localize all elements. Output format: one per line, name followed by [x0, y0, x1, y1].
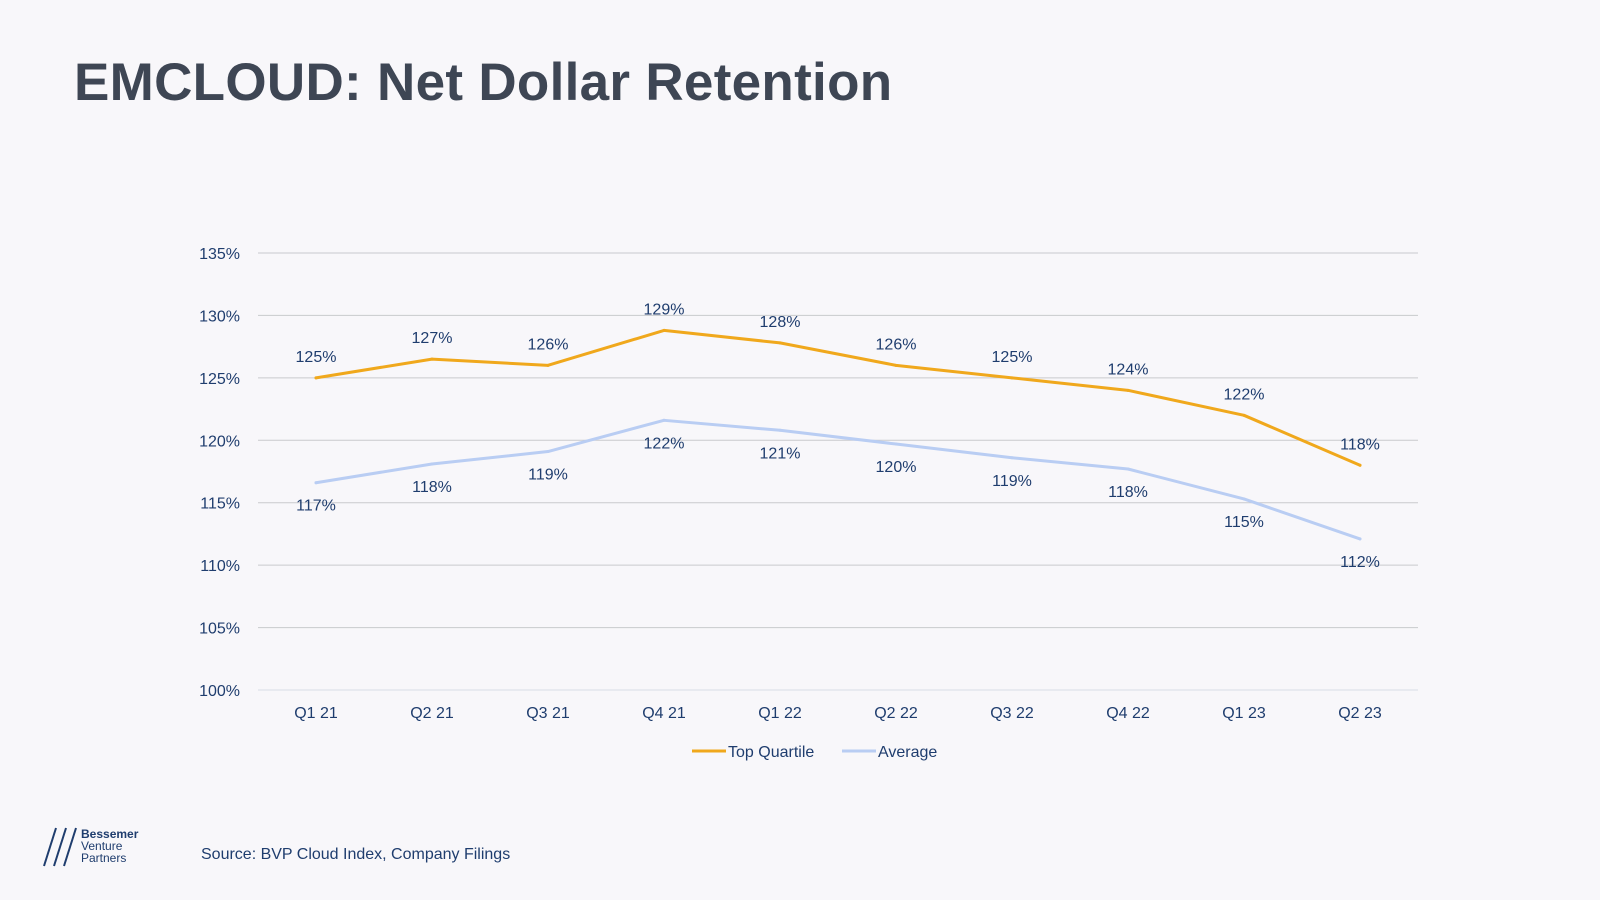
x-tick-label: Q1 22 — [758, 705, 802, 722]
y-tick-label: 125% — [199, 371, 240, 388]
x-tick-label: Q2 21 — [410, 705, 454, 722]
data-label: 125% — [992, 349, 1033, 366]
y-tick-label: 110% — [200, 558, 240, 575]
data-label: 126% — [876, 336, 917, 353]
data-point — [546, 450, 550, 454]
data-label: 115% — [1224, 514, 1264, 531]
data-point — [894, 363, 898, 367]
series-line-average — [314, 418, 1362, 541]
page-title: EMCLOUD: Net Dollar Retention — [74, 53, 893, 112]
y-tick-label: 135% — [199, 246, 240, 263]
data-point — [662, 418, 666, 422]
data-label: 120% — [876, 459, 917, 476]
data-label: 125% — [296, 349, 337, 366]
data-label: 124% — [1108, 361, 1149, 378]
x-axis-tick-labels: Q1 21 Q2 21 Q3 21 Q4 21 Q1 22 Q2 22 Q3 22 Q4 22… — [294, 705, 1382, 722]
data-point — [314, 376, 318, 380]
x-tick-label: Q2 23 — [1338, 705, 1382, 722]
data-point — [1242, 413, 1246, 417]
data-point — [894, 442, 898, 446]
data-point — [1126, 467, 1130, 471]
data-label: 122% — [1224, 386, 1265, 403]
logo-line-2: Venture — [81, 839, 123, 853]
x-tick-label: Q1 23 — [1222, 705, 1266, 722]
series-line-top-quartile — [314, 328, 1362, 467]
x-tick-label: Q4 22 — [1106, 705, 1150, 722]
logo-line-1: Bessemer — [81, 827, 139, 841]
legend-label: Top Quartile — [728, 744, 814, 761]
x-tick-label: Q4 21 — [642, 705, 686, 722]
data-point — [1358, 537, 1362, 541]
data-point — [778, 428, 782, 432]
y-tick-label: 105% — [199, 621, 240, 638]
data-label: 121% — [760, 445, 801, 462]
x-tick-label: Q3 21 — [526, 705, 570, 722]
data-label: 127% — [412, 330, 453, 347]
source-note: Source: BVP Cloud Index, Company Filings — [201, 846, 511, 863]
data-label: 129% — [644, 301, 685, 318]
data-point — [1242, 497, 1246, 501]
data-point — [778, 341, 782, 345]
data-point — [430, 357, 434, 361]
data-label: 118% — [1108, 484, 1148, 501]
x-tick-label: Q3 22 — [990, 705, 1034, 722]
logo-line-3: Partners — [81, 851, 127, 865]
data-label: 126% — [528, 336, 569, 353]
data-label: 119% — [528, 467, 568, 484]
y-tick-label: 115% — [200, 496, 240, 513]
data-point — [1010, 376, 1014, 380]
data-point — [546, 363, 550, 367]
data-point — [1010, 456, 1014, 460]
data-label: 117% — [296, 498, 336, 515]
legend-label: Average — [878, 744, 937, 761]
grid-lines — [258, 252, 1418, 691]
legend: Top Quartile Average — [692, 744, 937, 761]
data-label: 122% — [644, 435, 685, 452]
line-chart: 100% 105% 110% 115% 120% 125% 130% 135% Q1 21 Q2… — [199, 246, 1418, 761]
x-tick-label: Q1 21 — [294, 705, 338, 722]
y-axis-tick-labels: 100% 105% 110% 115% 120% 125% 130% 135% — [199, 246, 240, 700]
data-label: 128% — [760, 314, 801, 331]
data-point — [1358, 463, 1362, 467]
y-tick-label: 130% — [199, 308, 240, 325]
data-label: 118% — [412, 479, 452, 496]
data-label: 119% — [992, 473, 1032, 490]
logo-wordmark: Bessemer Venture Partners — [81, 828, 138, 864]
data-labels: 125% 127% 126% 129% 128% 126% 125% 124% 122% 118%… — [296, 301, 1380, 571]
data-point — [1126, 388, 1130, 392]
data-label: 112% — [1340, 554, 1380, 571]
y-tick-label: 120% — [199, 433, 240, 450]
x-tick-label: Q2 22 — [874, 705, 918, 722]
y-tick-label: 100% — [199, 683, 240, 700]
bessemer-logo-icon — [43, 827, 77, 867]
data-point — [314, 481, 318, 485]
data-point — [430, 462, 434, 466]
data-point — [662, 328, 666, 332]
series-lines — [314, 328, 1362, 541]
data-label: 118% — [1340, 436, 1380, 453]
